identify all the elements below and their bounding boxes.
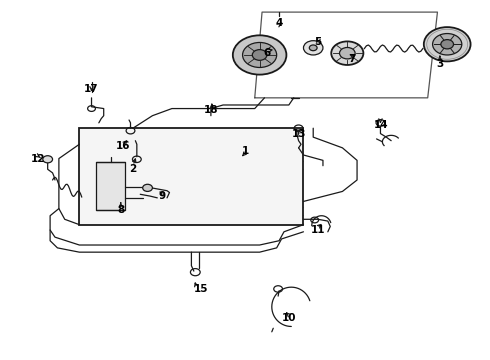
Circle shape	[441, 40, 454, 49]
Text: 7: 7	[348, 54, 356, 64]
Circle shape	[143, 184, 152, 192]
Circle shape	[340, 48, 355, 59]
Circle shape	[331, 41, 364, 65]
Circle shape	[243, 42, 277, 67]
Text: 8: 8	[117, 205, 124, 215]
Circle shape	[43, 156, 52, 163]
Text: 6: 6	[263, 48, 270, 58]
Text: 15: 15	[194, 284, 208, 294]
Circle shape	[309, 45, 317, 51]
Bar	[79, 128, 303, 225]
Circle shape	[233, 35, 287, 75]
Text: 18: 18	[204, 105, 218, 115]
Circle shape	[433, 33, 462, 55]
Text: 17: 17	[84, 84, 99, 94]
Text: 14: 14	[374, 120, 389, 130]
Text: 9: 9	[159, 191, 166, 201]
Circle shape	[252, 50, 267, 60]
Circle shape	[424, 27, 470, 62]
Text: 5: 5	[315, 37, 322, 48]
Text: 1: 1	[242, 147, 248, 157]
Bar	[97, 162, 124, 210]
Text: 13: 13	[292, 129, 306, 139]
Text: 3: 3	[436, 59, 443, 69]
Text: 2: 2	[129, 164, 137, 174]
Text: 4: 4	[275, 18, 283, 28]
Text: 10: 10	[282, 312, 296, 323]
Circle shape	[303, 41, 323, 55]
Text: 16: 16	[116, 141, 130, 151]
Text: 11: 11	[311, 225, 325, 235]
Text: 12: 12	[31, 154, 45, 163]
